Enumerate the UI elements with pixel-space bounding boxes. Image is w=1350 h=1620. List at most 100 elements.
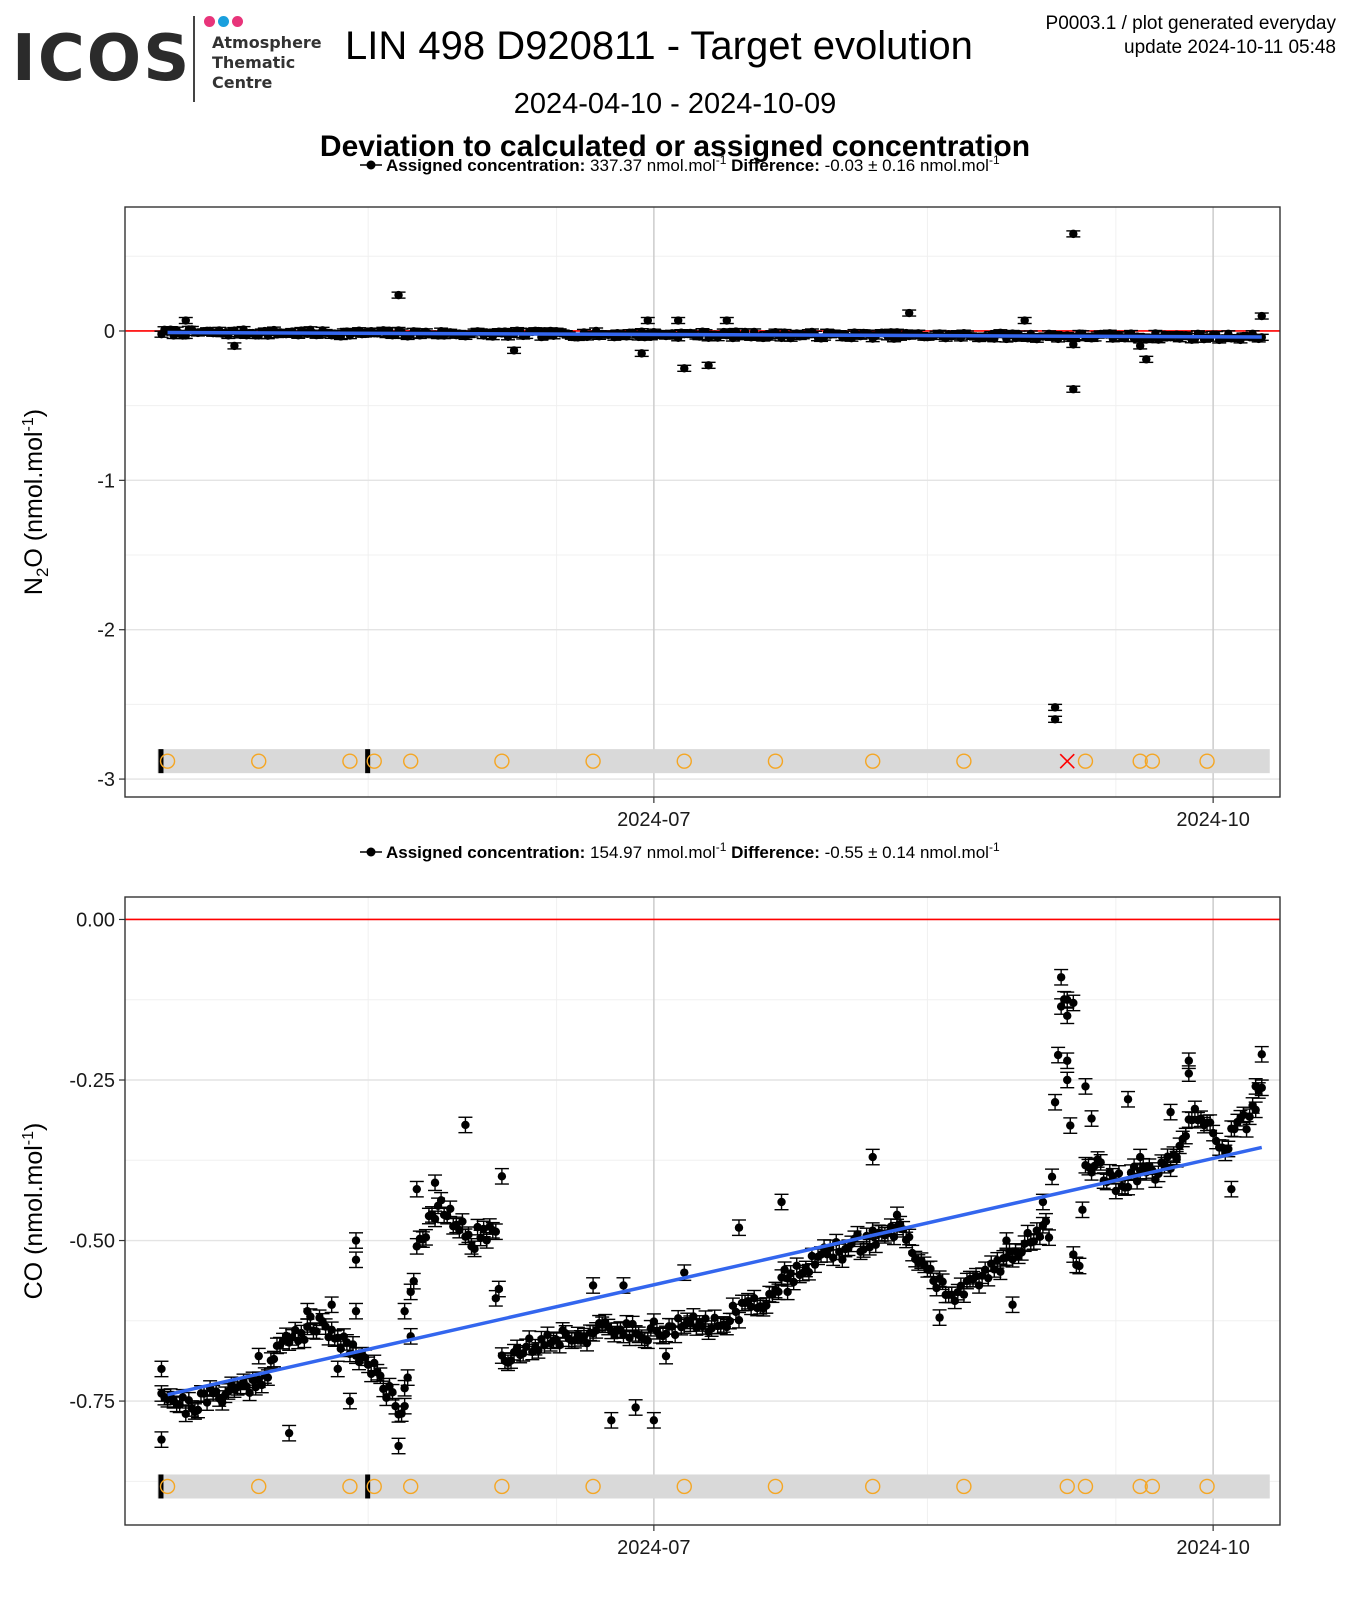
calibration-marker [1077,753,1094,769]
data-point [1020,316,1029,325]
logo-dot [218,16,229,27]
y-tick-label: -0.50 [69,1231,115,1253]
legend-text: Assigned concentration: 337.37 nmol.mol-… [386,153,1000,175]
data-point [828,1253,838,1262]
calibration-marker [1199,753,1215,769]
logo-line: Atmosphere [212,33,322,52]
data-point [1017,1248,1026,1257]
data-point [661,1351,671,1361]
data-point [680,1268,689,1277]
data-point [774,1287,783,1296]
plot-frame [124,206,1281,798]
data-point [673,316,683,325]
data-point [904,308,914,318]
calibration-marker [956,1478,972,1495]
data-point [455,1225,464,1235]
data-point [1172,1152,1181,1162]
data-point [588,1281,598,1290]
data-point [783,1287,792,1297]
icos-logo-word: ICOS [12,22,192,96]
data-point [1081,1082,1090,1091]
data-point [421,1233,431,1242]
data-point [333,1364,342,1374]
x-tick-label: 2024-07 [617,1537,690,1559]
calibration-marker [1132,753,1148,769]
logo-dot [204,16,215,27]
data-point [622,1319,631,1328]
data-point [1069,340,1078,349]
data-point [631,1403,640,1412]
data-point [1135,1152,1145,1162]
data-point [1135,341,1145,351]
x-tick-label: 2024-10 [1176,1537,1249,1559]
calibration-marker [1059,1478,1075,1495]
data-point [1211,1136,1221,1146]
data-point [1257,1050,1266,1059]
chart-legend: Assigned concentration: 154.97 nmol.mol-… [360,840,1000,862]
data-point [643,1336,652,1345]
calibration-marker [366,1478,382,1495]
data-point [1196,1114,1206,1123]
data-point [1251,1082,1260,1091]
y-tick-label: -3 [97,769,115,791]
data-point [269,1354,279,1364]
data-point [263,1373,273,1382]
data-point [300,1335,309,1345]
x-tick-label: 2024-10 [1176,809,1249,831]
data-point [400,1401,409,1411]
data-point [1184,1056,1194,1065]
data-point [1078,1205,1087,1215]
data-point [284,1428,294,1438]
logo-line: Thematic [212,53,296,72]
calibration-marker [585,753,601,769]
calibration-marker [342,753,358,769]
calibration-band [157,749,1270,774]
data-point [406,1287,415,1297]
data-point [157,1435,166,1444]
data-point [430,1214,440,1224]
data-point [430,1178,440,1187]
data-point [491,1227,501,1236]
data-point [1053,1050,1063,1060]
flag-cross [1059,753,1075,769]
data-point [1047,1172,1057,1182]
data-point [1050,703,1060,712]
y-axis-label: N2O (nmol.mol-1) [20,409,52,595]
logo-line: Centre [212,73,273,92]
data-point [254,1351,263,1361]
calibration-marker [1077,1478,1094,1495]
data-point [1087,1168,1096,1177]
plot-id-text: P0003.1 / plot generated everyday [1045,13,1336,34]
data-point [509,346,519,355]
data-point [853,1230,862,1239]
data-point [518,1349,528,1358]
data-point [704,361,713,370]
calibration-marker [403,753,419,769]
data-point [1087,1114,1096,1123]
chart-panel-2: 0.00 -0.25 -0.50 -0.75 2024-07 2024-10 CO (nmo… [20,840,1281,1559]
data-point [1245,1112,1254,1121]
calibration-marker [342,1478,358,1495]
data-point [996,1267,1005,1276]
y-tick-label: -0.75 [69,1391,115,1413]
data-point [351,1255,361,1265]
calibration-marker [403,1478,419,1495]
data-point [1069,385,1078,394]
data-point [446,1204,455,1214]
calibration-marker [767,1478,784,1495]
calibration-marker [676,753,692,769]
data-point [412,1184,421,1194]
calibration-marker [585,1478,601,1495]
calibration-marker [1144,753,1161,769]
data-point [555,1340,564,1350]
y-tick-label: 0.00 [76,909,115,931]
data-point [345,1396,355,1406]
calibration-marker [1132,1478,1148,1495]
legend-key-point [366,160,376,170]
data-point [1096,1158,1105,1167]
data-point [649,1416,659,1425]
data-point [780,1265,789,1274]
calibration-marker [676,1478,692,1495]
data-point [242,1382,251,1391]
